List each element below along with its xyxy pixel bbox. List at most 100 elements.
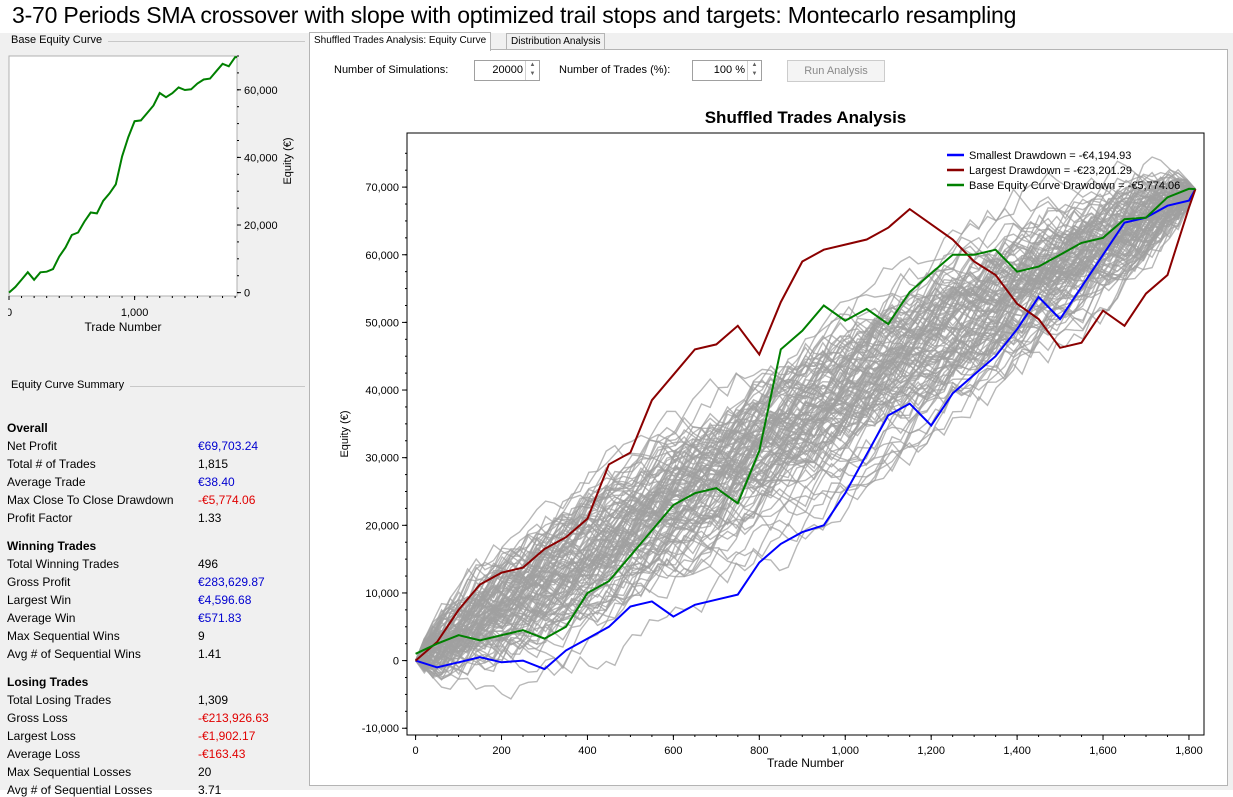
summary-row-label: Average Trade bbox=[7, 475, 86, 489]
y-tick-label: 60,000 bbox=[244, 85, 278, 97]
summary-row-label: Avg # of Sequential Wins bbox=[7, 647, 141, 661]
x-tick-label: 1,800 bbox=[1175, 745, 1203, 757]
summary-row-value: -€163.43 bbox=[198, 747, 246, 761]
group-divider bbox=[108, 41, 305, 42]
simulation-line bbox=[414, 188, 1196, 661]
window-title: 3-70 Periods SMA crossover with slope wi… bbox=[12, 2, 1017, 28]
group-divider bbox=[130, 386, 305, 387]
base-equity-line bbox=[8, 56, 238, 294]
simulation-line bbox=[414, 179, 1196, 661]
equity-summary-panel: Equity Curve Summary Overall Net Profit €6… bbox=[0, 378, 307, 797]
smallest-drawdown-line bbox=[415, 188, 1197, 671]
y-tick-label: 0 bbox=[393, 656, 399, 668]
summary-row-label: Max Sequential Losses bbox=[7, 765, 132, 779]
simulations-value: 20000 bbox=[492, 64, 523, 76]
x-tick-label: 200 bbox=[492, 745, 510, 757]
summary-row-value: 1.33 bbox=[198, 511, 222, 525]
summary-row-value: €283,629.87 bbox=[198, 575, 265, 589]
legend-entry: Base Equity Curve Drawdown = -€5,774.06 bbox=[969, 180, 1180, 192]
summary-row-label: Average Loss bbox=[7, 747, 81, 761]
x-tick-label: 1,600 bbox=[1089, 745, 1117, 757]
y-axis-label: Equity (€) bbox=[339, 410, 351, 457]
base-equity-chart: 0 20,000 40,000 60,000 0 1,000 Trade Number Equ… bbox=[8, 55, 303, 365]
simulation-line bbox=[415, 186, 1196, 669]
simulation-line bbox=[415, 188, 1197, 667]
simulation-line bbox=[414, 181, 1196, 661]
x-tick-label: 400 bbox=[578, 745, 596, 757]
summary-row-label: Average Win bbox=[7, 611, 76, 625]
simulation-line bbox=[415, 179, 1196, 662]
y-tick-label: 0 bbox=[244, 288, 250, 300]
summary-row-value: 20 bbox=[198, 765, 212, 779]
legend-entry: Largest Drawdown = -€23,201.29 bbox=[969, 165, 1132, 177]
simulation-line bbox=[415, 180, 1196, 662]
tab-distribution-analysis[interactable]: Distribution Analysis bbox=[506, 33, 606, 50]
stepper-arrows-icon[interactable]: ▲ ▼ bbox=[525, 61, 539, 80]
x-tick-label: 600 bbox=[664, 745, 682, 757]
stepper-arrows-icon[interactable]: ▲ ▼ bbox=[747, 61, 761, 80]
x-axis-label: Trade Number bbox=[767, 756, 844, 770]
y-tick-label: 10,000 bbox=[365, 588, 399, 600]
summary-row-value: -€213,926.63 bbox=[198, 711, 269, 725]
summary-row-value: €571.83 bbox=[198, 611, 242, 625]
summary-row-value: €38.40 bbox=[198, 475, 235, 489]
summary-section-title: Losing Trades bbox=[7, 675, 89, 689]
summary-row-label: Gross Loss bbox=[7, 711, 68, 725]
x-axis-label: Trade Number bbox=[85, 320, 162, 334]
summary-section-title: Overall bbox=[7, 421, 48, 435]
y-tick-label: 60,000 bbox=[365, 250, 399, 262]
simulation-line bbox=[415, 171, 1196, 665]
x-tick-label: 800 bbox=[750, 745, 768, 757]
trades-label: Number of Trades (%): bbox=[559, 64, 671, 76]
summary-row-label: Total Losing Trades bbox=[7, 693, 112, 707]
y-tick-label: 50,000 bbox=[365, 317, 399, 329]
summary-row-value: €69,703.24 bbox=[198, 439, 259, 453]
largest-drawdown-line bbox=[414, 188, 1197, 662]
summary-row-label: Max Sequential Wins bbox=[7, 629, 120, 643]
chart-title: Shuffled Trades Analysis bbox=[705, 108, 907, 127]
run-analysis-button[interactable]: Run Analysis bbox=[787, 60, 885, 82]
summary-row-label: Profit Factor bbox=[7, 511, 73, 525]
summary-row-label: Largest Loss bbox=[7, 729, 76, 743]
summary-row-value: 1,309 bbox=[198, 693, 229, 707]
left-panel: Base Equity Curve 0 20,000 40,000 60,000 0 1,… bbox=[0, 33, 307, 797]
simulation-line bbox=[415, 188, 1197, 668]
x-tick-label: 1,200 bbox=[917, 745, 945, 757]
y-tick-label: 20,000 bbox=[365, 520, 399, 532]
simulation-line bbox=[415, 188, 1197, 672]
simulation-line bbox=[414, 181, 1196, 661]
plot-area bbox=[8, 55, 238, 297]
tab-panel: Number of Simulations: 20000 ▲ ▼ Number o… bbox=[309, 49, 1228, 786]
tab-shuffled-equity[interactable]: Shuffled Trades Analysis: Equity Curve bbox=[309, 32, 492, 51]
summary-row-value: 9 bbox=[198, 629, 205, 643]
trades-percent-value: 100 % bbox=[713, 64, 745, 76]
summary-row-label: Total # of Trades bbox=[7, 457, 96, 471]
summary-row-value: 1,815 bbox=[198, 457, 229, 471]
legend-entry: Smallest Drawdown = -€4,194.93 bbox=[969, 150, 1131, 162]
summary-row-label: Max Close To Close Drawdown bbox=[7, 493, 174, 507]
summary-row-value: -€1,902.17 bbox=[198, 729, 256, 743]
y-tick-label: -10,000 bbox=[362, 723, 399, 735]
y-tick-label: 40,000 bbox=[244, 152, 278, 164]
summary-row-label: Gross Profit bbox=[7, 575, 71, 589]
x-tick-label: 1,000 bbox=[831, 745, 859, 757]
simulations-stepper[interactable]: 20000 ▲ ▼ bbox=[474, 60, 540, 81]
trades-percent-stepper[interactable]: 100 % ▲ ▼ bbox=[692, 60, 762, 81]
base-equity-group-label: Base Equity Curve bbox=[8, 34, 106, 46]
simulation-line bbox=[415, 188, 1196, 662]
y-tick-label: 40,000 bbox=[365, 385, 399, 397]
simulations-label: Number of Simulations: bbox=[334, 64, 449, 76]
x-tick-label: 1,400 bbox=[1003, 745, 1031, 757]
y-tick-label: 70,000 bbox=[365, 182, 399, 194]
summary-row-label: Net Profit bbox=[7, 439, 58, 453]
y-axis-label: Equity (€) bbox=[282, 137, 294, 184]
summary-row-value: -€5,774.06 bbox=[198, 493, 256, 507]
simulation-line bbox=[415, 188, 1196, 666]
simulation-line bbox=[415, 188, 1196, 673]
summary-row-value: 1.41 bbox=[198, 647, 222, 661]
summary-section-title: Winning Trades bbox=[7, 539, 97, 553]
simulation-line bbox=[415, 176, 1196, 666]
summary-row-value: €4,596.68 bbox=[198, 593, 252, 607]
y-tick-label: 20,000 bbox=[244, 220, 278, 232]
x-tick-label: 0 bbox=[8, 307, 12, 319]
